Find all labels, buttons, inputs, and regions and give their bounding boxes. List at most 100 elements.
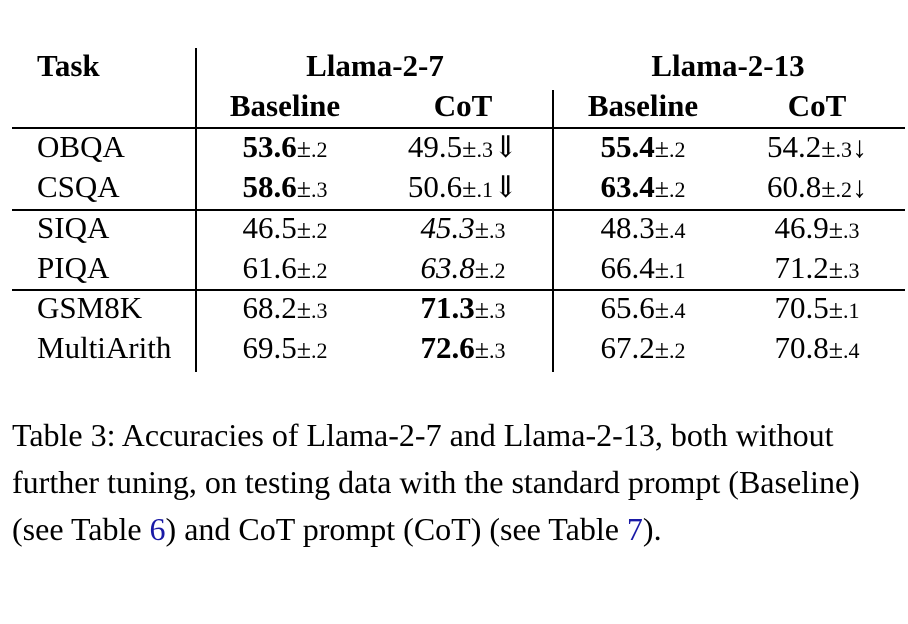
table-cell: 63.4±.2 — [600, 169, 685, 208]
plus-minus-sign: ± — [821, 134, 836, 163]
plus-minus-sign: ± — [474, 335, 490, 364]
table-cell: 72.6±.3 — [420, 330, 505, 369]
table-cell: 67.2±.2 — [600, 330, 685, 369]
row-task-label: PIQA — [37, 250, 110, 285]
table-cell: 71.3±.3 — [420, 290, 505, 329]
cell-std-dev: .3 — [311, 177, 328, 202]
table-cell: 46.9±.3 — [774, 210, 859, 249]
plus-minus-sign: ± — [474, 215, 490, 244]
table-cell: 61.6±.2 — [242, 250, 327, 289]
plus-minus-sign: ± — [654, 174, 670, 203]
table-cell: 49.5±.3⇓ — [408, 129, 518, 168]
table-cell: 70.8±.4 — [774, 330, 859, 369]
header-baseline-7: Baseline — [229, 88, 341, 123]
plus-minus-sign: ± — [462, 134, 477, 163]
cell-std-dev: .3 — [489, 338, 506, 363]
table-caption: Table 3: Accuracies of Llama-2-7 and Lla… — [12, 412, 892, 553]
plus-minus-sign: ± — [654, 255, 670, 284]
table-cell: 55.4±.2 — [600, 129, 685, 168]
header-cot-7: CoT — [433, 88, 493, 123]
cell-value: 69.5 — [242, 330, 297, 365]
plus-minus-sign: ± — [474, 255, 490, 284]
down-arrow-icon: ↓ — [852, 131, 868, 164]
cell-value: 60.8 — [766, 169, 822, 204]
double-down-arrow-icon: ⇓ — [492, 131, 519, 164]
plus-minus-sign: ± — [296, 174, 312, 203]
cell-value: 67.2 — [600, 330, 655, 365]
cell-std-dev: .2 — [835, 177, 853, 202]
plus-minus-sign: ± — [462, 174, 477, 203]
plus-minus-sign: ± — [828, 295, 844, 324]
cell-std-dev: .4 — [669, 298, 686, 323]
plus-minus-sign: ± — [821, 174, 836, 203]
cell-std-dev: .2 — [311, 258, 328, 283]
caption-ref-table-7[interactable]: 7 — [626, 511, 643, 547]
cell-std-dev: .3 — [843, 258, 860, 283]
cell-std-dev: .2 — [669, 338, 686, 363]
row-task-label: SIQA — [37, 210, 110, 245]
plus-minus-sign: ± — [296, 215, 312, 244]
plus-minus-sign: ± — [828, 335, 844, 364]
cell-std-dev: .3 — [835, 137, 853, 162]
table-cell: 69.5±.2 — [242, 330, 327, 369]
cell-value: 70.8 — [774, 330, 829, 365]
cell-value: 63.4 — [600, 169, 655, 204]
cell-value: 68.2 — [242, 290, 297, 325]
cell-value: 49.5 — [407, 129, 463, 164]
cell-std-dev: .3 — [843, 218, 860, 243]
plus-minus-sign: ± — [296, 335, 312, 364]
results-table: Task Llama-2-7 Llama-2-13 Baseline CoT B… — [12, 48, 905, 372]
cell-std-dev: .4 — [669, 218, 686, 243]
group-rule-1 — [12, 209, 905, 211]
table-cell: 50.6±.1⇓ — [408, 169, 518, 208]
header-group-llama-2-7: Llama-2-7 — [306, 48, 444, 83]
cell-value: 71.2 — [774, 250, 829, 285]
table-cell: 70.5±.1 — [774, 290, 859, 329]
table-cell: 68.2±.3 — [242, 290, 327, 329]
row-task-label: CSQA — [37, 169, 120, 204]
table-cell: 58.6±.3 — [242, 169, 327, 208]
row-task-label: GSM8K — [37, 290, 143, 325]
plus-minus-sign: ± — [828, 255, 844, 284]
header-task: Task — [37, 48, 100, 83]
cell-value: 70.5 — [774, 290, 829, 325]
header-cot-13: CoT — [787, 88, 847, 123]
table-cell: 48.3±.4 — [600, 210, 685, 249]
table-cell: 63.8±.2 — [420, 250, 505, 289]
caption-text-1: Accuracies of Llama-2-7 and Llama-2-13, … — [12, 417, 860, 547]
table-cell: 45.3±.3 — [420, 210, 505, 249]
double-down-arrow-icon: ⇓ — [492, 171, 519, 204]
down-arrow-icon: ↓ — [852, 171, 868, 204]
table-cell: 71.2±.3 — [774, 250, 859, 289]
cell-value: 54.2 — [766, 129, 822, 164]
header-group-llama-2-13: Llama-2-13 — [651, 48, 805, 83]
caption-text-2: ) and CoT prompt (CoT) (see Table — [165, 511, 627, 547]
table-cell: 54.2±.3↓ — [767, 129, 867, 168]
cell-std-dev: .1 — [843, 298, 860, 323]
plus-minus-sign: ± — [828, 215, 844, 244]
cell-std-dev: .2 — [311, 137, 328, 162]
table-cell: 53.6±.2 — [242, 129, 327, 168]
cell-value: 55.4 — [600, 129, 655, 164]
cell-std-dev: .3 — [489, 298, 506, 323]
caption-ref-table-6[interactable]: 6 — [149, 511, 166, 547]
cell-std-dev: .1 — [476, 177, 493, 202]
model-group-divider — [552, 90, 554, 372]
plus-minus-sign: ± — [296, 255, 312, 284]
table-cell: 66.4±.1 — [600, 250, 685, 289]
cell-value: 72.6 — [420, 330, 475, 365]
cell-value: 71.3 — [420, 290, 475, 325]
table-cell: 60.8±.2↓ — [767, 169, 867, 208]
caption-label: Table 3: — [12, 417, 116, 453]
cell-std-dev: .2 — [669, 137, 686, 162]
cell-std-dev: .2 — [311, 218, 328, 243]
cell-value: 48.3 — [600, 210, 655, 245]
cell-value: 46.9 — [774, 210, 829, 245]
cell-value: 66.4 — [600, 250, 655, 285]
cell-value: 45.3 — [420, 210, 475, 245]
cell-value: 65.6 — [600, 290, 655, 325]
header-rule — [12, 127, 905, 129]
plus-minus-sign: ± — [654, 295, 670, 324]
cell-value: 53.6 — [242, 129, 297, 164]
plus-minus-sign: ± — [654, 215, 670, 244]
